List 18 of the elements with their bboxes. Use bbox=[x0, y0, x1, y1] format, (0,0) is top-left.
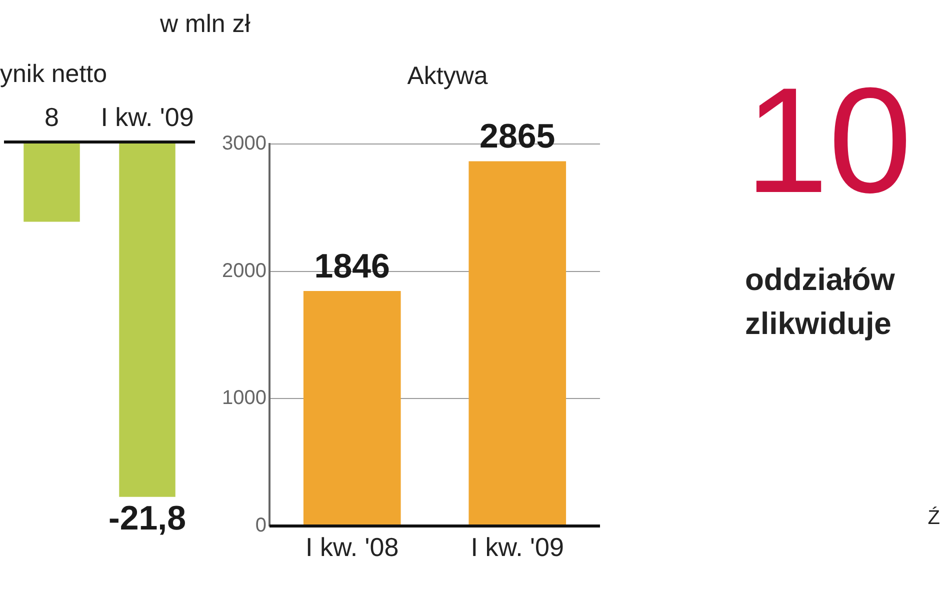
text: 10 bbox=[745, 55, 913, 226]
x-tick-label: I kw. '09 bbox=[100, 102, 194, 132]
x-tick-label: I kw. '09 bbox=[470, 532, 564, 562]
y-tick-label: 0 bbox=[255, 514, 266, 537]
chart-title: Aktywa bbox=[406, 62, 489, 92]
x-tick-label: 8 bbox=[44, 102, 59, 132]
text: Ź bbox=[926, 506, 941, 531]
text: zlikwiduje bbox=[745, 305, 892, 343]
y-tick-label: 1000 bbox=[222, 387, 266, 410]
chart-subtitle: w mln zł bbox=[160, 10, 250, 39]
y-tick-label: 3000 bbox=[222, 132, 266, 155]
text: oddziałów bbox=[745, 261, 896, 299]
x-tick-label: I kw. '08 bbox=[306, 532, 399, 562]
data-label: -21,8 bbox=[108, 499, 186, 538]
data-label: 1846 bbox=[314, 247, 390, 286]
data-label: 2865 bbox=[480, 118, 556, 156]
y-tick-label: 2000 bbox=[222, 260, 266, 282]
chart-title: ynik netto bbox=[0, 60, 108, 90]
